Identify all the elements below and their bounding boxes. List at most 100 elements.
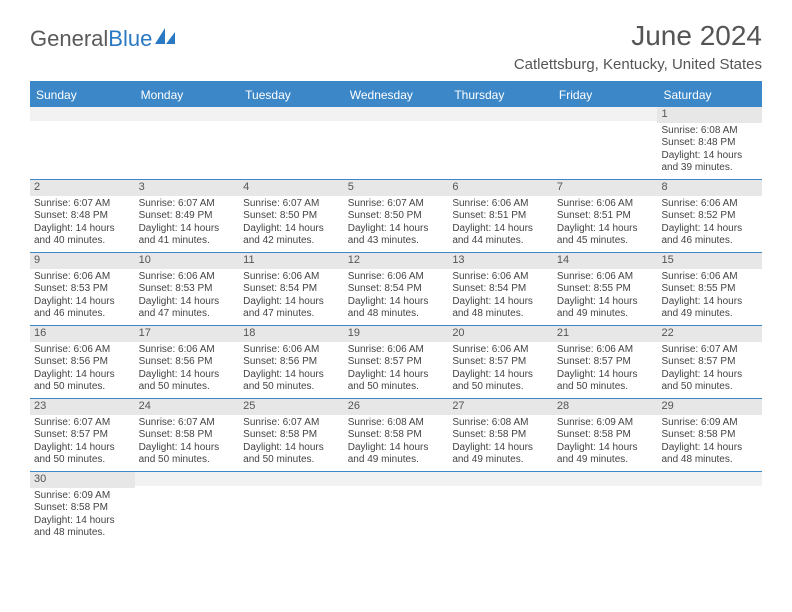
sunset-text: Sunset: 8:56 PM <box>34 356 131 369</box>
daylight-line2: and 46 minutes. <box>661 235 758 248</box>
week-row: 1Sunrise: 6:08 AMSunset: 8:48 PMDaylight… <box>30 107 762 180</box>
daylight-line2: and 44 minutes. <box>452 235 549 248</box>
daylight-line1: Daylight: 14 hours <box>557 223 654 236</box>
sunset-text: Sunset: 8:53 PM <box>34 283 131 296</box>
day-number: 17 <box>135 326 240 342</box>
sunrise-text: Sunrise: 6:06 AM <box>34 271 131 284</box>
day-content: Sunrise: 6:07 AMSunset: 8:49 PMDaylight:… <box>135 196 240 252</box>
day-content: Sunrise: 6:06 AMSunset: 8:53 PMDaylight:… <box>135 269 240 325</box>
day-cell: 11Sunrise: 6:06 AMSunset: 8:54 PMDayligh… <box>239 253 344 325</box>
day-cell <box>135 472 240 544</box>
calendar-page: GeneralBlue June 2024 Catlettsburg, Kent… <box>0 0 792 564</box>
sunset-text: Sunset: 8:55 PM <box>557 283 654 296</box>
month-title: June 2024 <box>514 20 762 52</box>
sunrise-text: Sunrise: 6:07 AM <box>243 198 340 211</box>
sunset-text: Sunset: 8:53 PM <box>139 283 236 296</box>
sunset-text: Sunset: 8:48 PM <box>34 210 131 223</box>
daylight-line2: and 50 minutes. <box>139 454 236 467</box>
brand-part1: General <box>30 26 108 52</box>
daylight-line1: Daylight: 14 hours <box>557 296 654 309</box>
sunrise-text: Sunrise: 6:07 AM <box>34 198 131 211</box>
day-number: 4 <box>239 180 344 196</box>
sunrise-text: Sunrise: 6:08 AM <box>452 417 549 430</box>
sunset-text: Sunset: 8:56 PM <box>243 356 340 369</box>
sunrise-text: Sunrise: 6:06 AM <box>557 344 654 357</box>
week-row: 30Sunrise: 6:09 AMSunset: 8:58 PMDayligh… <box>30 472 762 544</box>
header: GeneralBlue June 2024 Catlettsburg, Kent… <box>30 20 762 73</box>
sunset-text: Sunset: 8:58 PM <box>348 429 445 442</box>
daylight-line1: Daylight: 14 hours <box>139 223 236 236</box>
sunrise-text: Sunrise: 6:08 AM <box>661 125 758 138</box>
sunset-text: Sunset: 8:57 PM <box>348 356 445 369</box>
day-content: Sunrise: 6:06 AMSunset: 8:53 PMDaylight:… <box>30 269 135 325</box>
daylight-line2: and 42 minutes. <box>243 235 340 248</box>
sunrise-text: Sunrise: 6:09 AM <box>34 490 131 503</box>
sunrise-text: Sunrise: 6:07 AM <box>661 344 758 357</box>
day-number: 15 <box>657 253 762 269</box>
day-cell: 30Sunrise: 6:09 AMSunset: 8:58 PMDayligh… <box>30 472 135 544</box>
daylight-line2: and 49 minutes. <box>452 454 549 467</box>
sunrise-text: Sunrise: 6:06 AM <box>661 198 758 211</box>
day-number: 12 <box>344 253 449 269</box>
day-number: 22 <box>657 326 762 342</box>
day-content: Sunrise: 6:09 AMSunset: 8:58 PMDaylight:… <box>657 415 762 471</box>
day-cell <box>553 472 658 544</box>
day-number: 21 <box>553 326 658 342</box>
daylight-line2: and 49 minutes. <box>661 308 758 321</box>
day-cell: 7Sunrise: 6:06 AMSunset: 8:51 PMDaylight… <box>553 180 658 252</box>
day-number <box>135 107 240 121</box>
day-number: 18 <box>239 326 344 342</box>
day-cell <box>553 107 658 179</box>
sunrise-text: Sunrise: 6:06 AM <box>243 344 340 357</box>
daylight-line2: and 50 minutes. <box>34 454 131 467</box>
title-block: June 2024 Catlettsburg, Kentucky, United… <box>514 20 762 73</box>
sunrise-text: Sunrise: 6:06 AM <box>139 344 236 357</box>
daylight-line2: and 47 minutes. <box>139 308 236 321</box>
day-number <box>239 107 344 121</box>
day-cell: 15Sunrise: 6:06 AMSunset: 8:55 PMDayligh… <box>657 253 762 325</box>
daylight-line1: Daylight: 14 hours <box>34 369 131 382</box>
sunrise-text: Sunrise: 6:06 AM <box>34 344 131 357</box>
day-content: Sunrise: 6:06 AMSunset: 8:54 PMDaylight:… <box>448 269 553 325</box>
sunset-text: Sunset: 8:49 PM <box>139 210 236 223</box>
day-content: Sunrise: 6:06 AMSunset: 8:56 PMDaylight:… <box>30 342 135 398</box>
day-cell: 9Sunrise: 6:06 AMSunset: 8:53 PMDaylight… <box>30 253 135 325</box>
sunrise-text: Sunrise: 6:07 AM <box>348 198 445 211</box>
day-number: 29 <box>657 399 762 415</box>
day-header: Monday <box>135 83 240 107</box>
day-number: 1 <box>657 107 762 123</box>
day-content: Sunrise: 6:08 AMSunset: 8:58 PMDaylight:… <box>344 415 449 471</box>
day-header: Saturday <box>657 83 762 107</box>
sunset-text: Sunset: 8:54 PM <box>243 283 340 296</box>
day-cell: 29Sunrise: 6:09 AMSunset: 8:58 PMDayligh… <box>657 399 762 471</box>
daylight-line1: Daylight: 14 hours <box>34 515 131 528</box>
daylight-line1: Daylight: 14 hours <box>557 442 654 455</box>
day-header: Wednesday <box>344 83 449 107</box>
daylight-line1: Daylight: 14 hours <box>139 296 236 309</box>
day-cell: 28Sunrise: 6:09 AMSunset: 8:58 PMDayligh… <box>553 399 658 471</box>
day-number: 27 <box>448 399 553 415</box>
day-content: Sunrise: 6:06 AMSunset: 8:54 PMDaylight:… <box>239 269 344 325</box>
day-number <box>30 107 135 121</box>
daylight-line1: Daylight: 14 hours <box>139 442 236 455</box>
day-content: Sunrise: 6:08 AMSunset: 8:58 PMDaylight:… <box>448 415 553 471</box>
day-cell <box>239 472 344 544</box>
daylight-line2: and 41 minutes. <box>139 235 236 248</box>
day-number: 13 <box>448 253 553 269</box>
day-content: Sunrise: 6:07 AMSunset: 8:57 PMDaylight:… <box>30 415 135 471</box>
day-number <box>239 472 344 486</box>
day-number: 2 <box>30 180 135 196</box>
day-cell: 18Sunrise: 6:06 AMSunset: 8:56 PMDayligh… <box>239 326 344 398</box>
daylight-line1: Daylight: 14 hours <box>34 296 131 309</box>
day-number: 11 <box>239 253 344 269</box>
day-cell: 17Sunrise: 6:06 AMSunset: 8:56 PMDayligh… <box>135 326 240 398</box>
day-cell: 19Sunrise: 6:06 AMSunset: 8:57 PMDayligh… <box>344 326 449 398</box>
day-number <box>553 472 658 486</box>
day-content: Sunrise: 6:06 AMSunset: 8:55 PMDaylight:… <box>553 269 658 325</box>
daylight-line2: and 43 minutes. <box>348 235 445 248</box>
day-cell <box>239 107 344 179</box>
day-content: Sunrise: 6:09 AMSunset: 8:58 PMDaylight:… <box>30 488 135 544</box>
day-number: 24 <box>135 399 240 415</box>
sunset-text: Sunset: 8:51 PM <box>452 210 549 223</box>
daylight-line1: Daylight: 14 hours <box>348 223 445 236</box>
